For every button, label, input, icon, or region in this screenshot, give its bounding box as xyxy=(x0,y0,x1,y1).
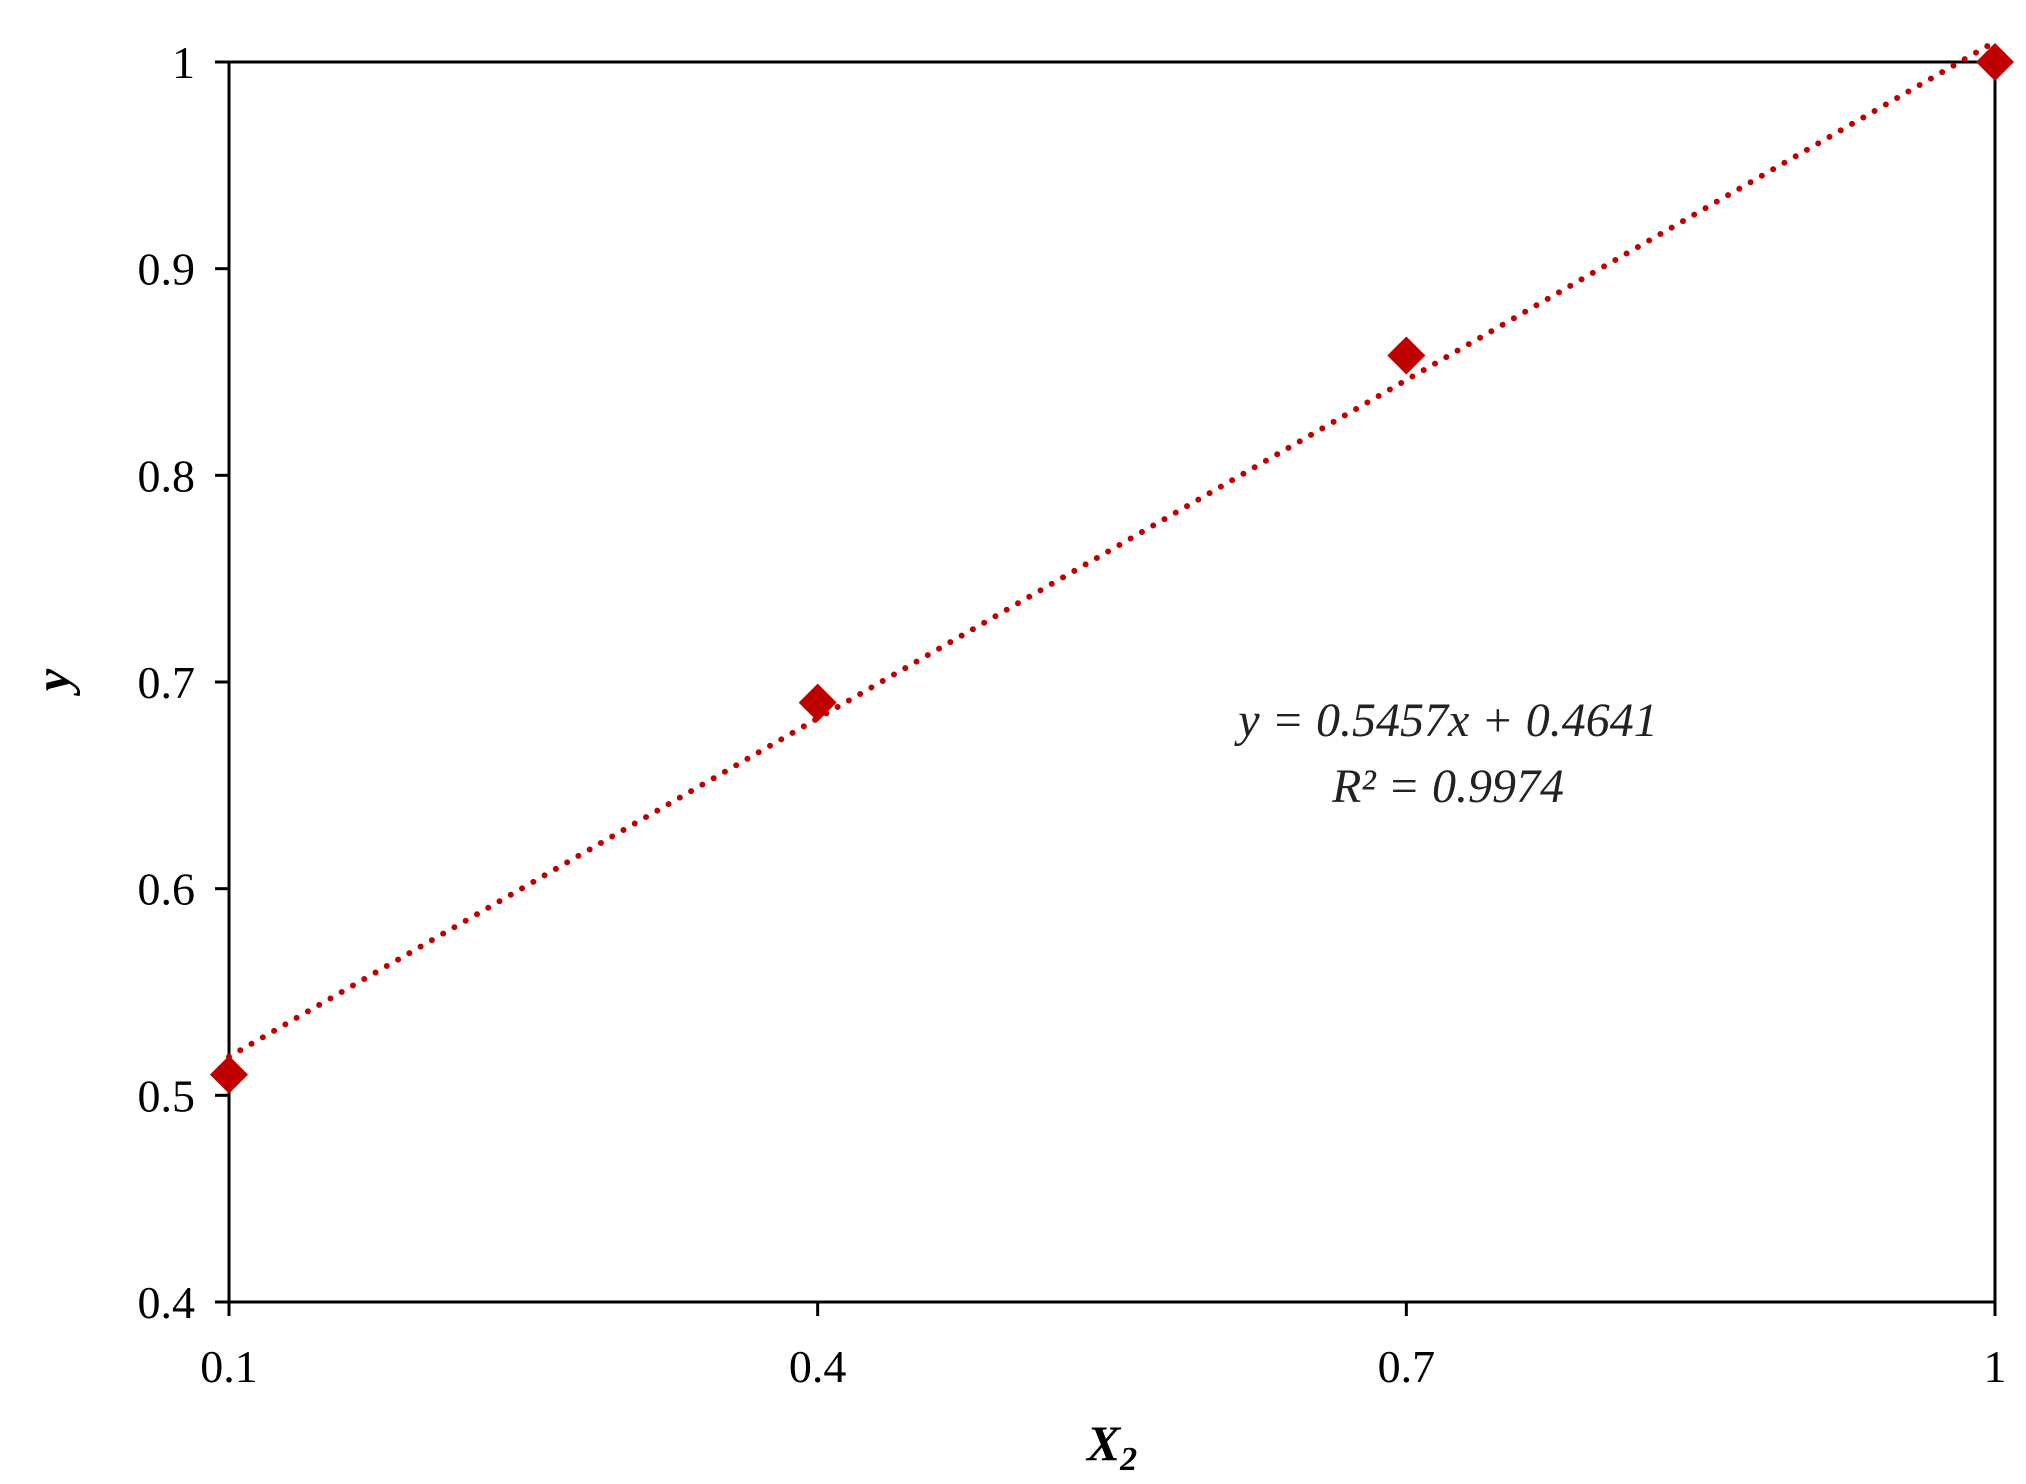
labels-layer: y X2 y = 0.5457x + 0.4641 R² = 0.9974 xyxy=(24,668,1657,1478)
trendline-r-squared: R² = 0.9974 xyxy=(1331,760,1564,813)
y-axis-title: y xyxy=(24,668,80,696)
x-axis-title: X2 xyxy=(1085,1415,1137,1478)
x-tick-label: 0.7 xyxy=(1378,1341,1436,1392)
y-tick-label: 0.9 xyxy=(138,244,196,295)
data-points-layer xyxy=(210,43,2014,1094)
data-point xyxy=(1387,336,1426,375)
plot-frame xyxy=(227,60,1997,1304)
y-tick-label: 0.8 xyxy=(138,450,196,501)
axes-layer: 0.40.50.60.70.80.910.1 0.4 0.7 1 xyxy=(138,37,2007,1392)
x-axis-title-main: X xyxy=(1085,1415,1122,1471)
data-point xyxy=(210,1055,248,1094)
trendline-equation: y = 0.5457x + 0.4641 xyxy=(1233,694,1657,747)
x-tick-label: 0.4 xyxy=(789,1341,847,1392)
y-tick-label: 0.6 xyxy=(138,864,196,915)
data-point xyxy=(1976,43,2014,81)
y-tick-label: 0.5 xyxy=(138,1070,196,1121)
data-point xyxy=(798,683,837,722)
x-tick-label: 0.1 xyxy=(200,1341,258,1392)
x-tick-label: 1 xyxy=(1984,1341,2007,1392)
y-tick-label: 1 xyxy=(172,37,195,88)
trendline-layer xyxy=(226,38,1998,1060)
y-tick-label: 0.4 xyxy=(138,1277,196,1328)
x-axis-title-subscript: 2 xyxy=(1119,1441,1137,1478)
trendline xyxy=(226,38,1998,1060)
y-tick-label: 0.7 xyxy=(138,657,196,708)
